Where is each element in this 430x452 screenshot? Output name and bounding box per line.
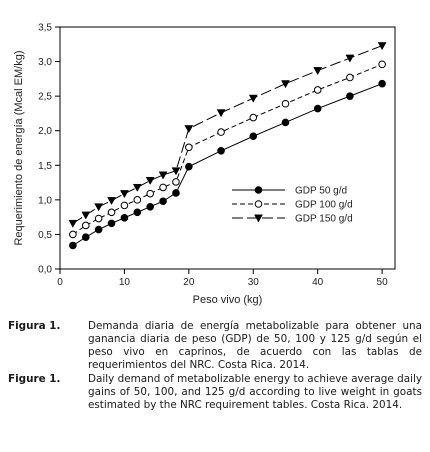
- data-point: [171, 167, 181, 176]
- data-point: [94, 214, 103, 223]
- x-tick-label: 10: [119, 277, 131, 288]
- chart-legend: GDP 50 g/d GDP 100 g/d GDP 150 g/d: [232, 186, 353, 225]
- data-point: [313, 86, 322, 94]
- data-point: [345, 54, 355, 63]
- data-point: [281, 80, 290, 89]
- data-point: [248, 94, 258, 103]
- data-point: [94, 225, 103, 234]
- data-point: [68, 219, 78, 228]
- series-2: [69, 60, 386, 239]
- data-point: [133, 208, 142, 217]
- data-point: [313, 104, 322, 113]
- chart-series: [68, 42, 387, 250]
- data-point: [378, 79, 386, 88]
- data-point: [81, 211, 91, 220]
- data-point: [81, 221, 90, 230]
- series-line: [72, 83, 383, 246]
- data-point: [185, 143, 193, 152]
- data-point: [94, 203, 104, 212]
- x-tick-label: 40: [312, 277, 324, 288]
- data-point: [145, 177, 155, 186]
- data-point: [133, 196, 142, 204]
- x-tick-label: 20: [183, 277, 195, 288]
- caption-english: Figure 1. Daily demand of metabolizable …: [8, 373, 422, 412]
- data-point: [81, 233, 90, 241]
- data-point: [69, 241, 77, 250]
- data-point: [159, 197, 167, 206]
- data-point: [281, 99, 290, 108]
- data-point: [107, 219, 116, 228]
- y-tick-label: 2,0: [38, 126, 52, 137]
- y-tick-label: 3,5: [38, 23, 52, 34]
- legend-label: GDP 100 g/d: [295, 200, 353, 211]
- caption-label: Figura 1.: [8, 320, 61, 332]
- series-3: [68, 42, 387, 228]
- legend-entry: GDP 100 g/d: [232, 200, 353, 211]
- legend-label: GDP 150 g/d: [295, 214, 353, 225]
- data-point: [378, 60, 386, 69]
- data-point: [216, 109, 226, 118]
- legend-marker: [254, 186, 263, 194]
- plot-frame: [59, 26, 396, 270]
- energy-requirement-chart: 0 10 20 30 40 50 0,0 0,5 1,0 1,5 2,0 2,5 3,0 3,5 GDP …: [13, 23, 396, 306]
- data-point: [313, 67, 323, 76]
- data-point: [146, 189, 154, 198]
- series-line: [72, 45, 383, 224]
- legend-entry: GDP 50 g/d: [232, 186, 347, 197]
- data-point: [69, 230, 77, 239]
- data-point: [107, 197, 116, 206]
- legend-label: GDP 50 g/d: [295, 186, 347, 197]
- data-point: [158, 171, 168, 180]
- y-tick-label: 0,5: [38, 230, 52, 241]
- figure-captions: Figura 1. Demanda diaria de energía meta…: [8, 320, 422, 413]
- data-point: [249, 132, 258, 141]
- data-point: [377, 42, 387, 51]
- data-point: [185, 162, 193, 171]
- data-point: [346, 73, 354, 82]
- data-point: [107, 208, 116, 217]
- y-axis-label: Requerimiento de energía (Mcal EM/kg): [13, 50, 25, 245]
- y-tick-label: 1,0: [38, 195, 52, 206]
- y-tick-label: 0,0: [38, 265, 52, 276]
- data-point: [146, 202, 154, 211]
- data-point: [281, 118, 290, 127]
- y-tick-label: 1,5: [38, 161, 52, 172]
- data-point: [120, 201, 129, 210]
- series-line: [72, 63, 383, 235]
- data-point: [172, 178, 180, 186]
- series-1: [69, 79, 386, 250]
- caption-label: Figure 1.: [8, 373, 61, 385]
- x-tick-label: 30: [248, 277, 260, 288]
- caption-text: Demanda diaria de energía metabolizable …: [88, 320, 422, 371]
- data-point: [172, 189, 180, 197]
- x-axis-label: Peso vivo (kg): [193, 294, 263, 306]
- data-point: [346, 92, 354, 100]
- data-point: [132, 183, 142, 192]
- data-point: [120, 214, 129, 222]
- data-point: [217, 128, 225, 136]
- caption-spanish: Figura 1. Demanda diaria de energía meta…: [8, 320, 422, 372]
- data-point: [119, 190, 129, 199]
- data-point: [159, 183, 167, 192]
- caption-text: Daily demand of metabolizable energy to …: [88, 373, 422, 411]
- data-point: [217, 146, 225, 155]
- y-tick-label: 2,5: [38, 92, 52, 103]
- chart-axes: 0 10 20 30 40 50 0,0 0,5 1,0 1,5 2,0 2,5 3,0 3,5: [38, 23, 396, 288]
- legend-marker: [254, 214, 263, 223]
- y-tick-label: 3,0: [38, 57, 52, 68]
- data-point: [249, 113, 258, 122]
- data-point: [184, 125, 194, 134]
- x-tick-label: 50: [377, 277, 389, 288]
- legend-marker: [254, 200, 263, 208]
- x-tick-label: 0: [57, 277, 63, 288]
- legend-entry: GDP 150 g/d: [232, 214, 353, 225]
